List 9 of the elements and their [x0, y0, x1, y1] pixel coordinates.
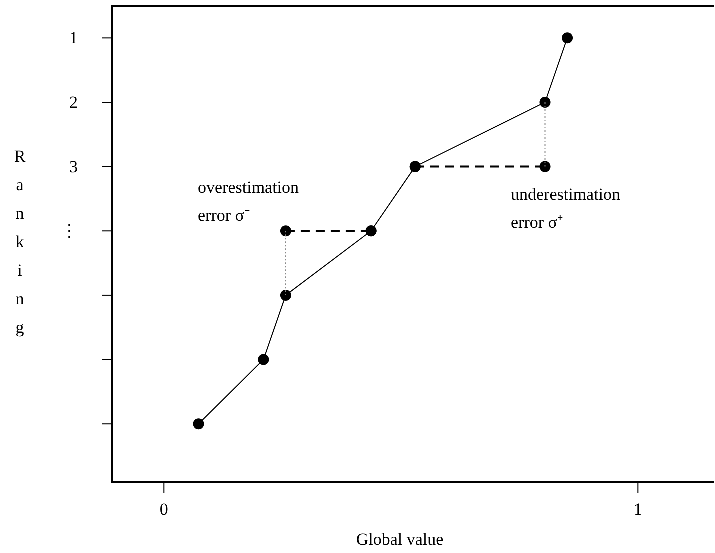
x-axis-title: Global value: [356, 530, 444, 549]
y-tick-label: 1: [70, 28, 78, 48]
y-tick-label: 2: [70, 92, 78, 112]
x-tick-label: 0: [160, 500, 168, 520]
annotation: underestimation error σ⁺: [511, 185, 622, 232]
annotation: overestimation error σ⁻: [198, 178, 300, 225]
y-axis-title: Ranking: [14, 147, 26, 337]
y-tick-label: 3: [70, 157, 78, 176]
y-tick-label: ⋮: [61, 222, 78, 241]
